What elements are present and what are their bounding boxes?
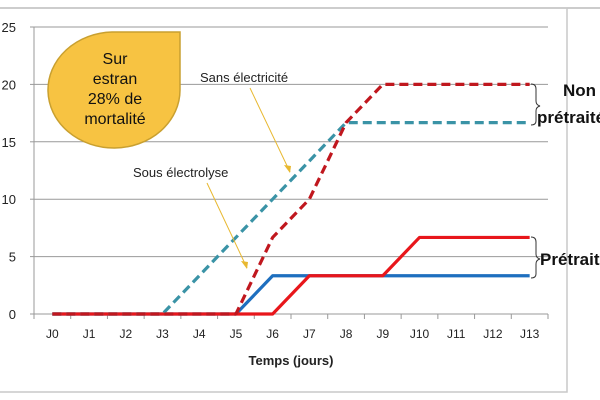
- callout-bubble-text: estran: [93, 71, 137, 88]
- brace-pretraite: [530, 236, 541, 279]
- annotations: Sur estran 28% de mortalité Sans électricité…: [47, 31, 600, 279]
- x-tick-label: J9: [376, 327, 389, 341]
- callout-bubble-text: 28% de: [88, 91, 142, 108]
- x-tick-label: J8: [340, 327, 353, 341]
- y-tick-label: 25: [2, 20, 16, 35]
- x-tick-label: J6: [266, 327, 279, 341]
- x-axis-label: Temps (jours): [249, 353, 334, 368]
- y-tick-label: 0: [9, 307, 16, 322]
- series-line-0: [52, 121, 530, 316]
- y-tick-label: 5: [9, 250, 16, 265]
- x-tick-label: J13: [520, 327, 540, 341]
- x-tick-label: J4: [193, 327, 206, 341]
- series-line-1: [52, 82, 530, 316]
- brace-non-pretraite: [530, 83, 541, 126]
- callout-bubble-text: Sur: [103, 51, 129, 68]
- x-tick-label: J3: [156, 327, 169, 341]
- x-tick-label: J2: [119, 327, 132, 341]
- x-tick-label: J0: [46, 327, 59, 341]
- callout-bubble: [47, 31, 181, 149]
- callout-bubble-text: mortalité: [84, 111, 145, 128]
- axes: 0 5 10 15 20 25 J0 J1 J2 J3 J4 J5 J6 J7 J8 J9 J10 J11 J12 J…: [2, 20, 549, 341]
- annotation-sans-electricite: Sans électricité: [200, 70, 288, 85]
- series-lines: [52, 82, 530, 316]
- annotation-arrow: [206, 182, 248, 269]
- x-tick-label: J10: [410, 327, 430, 341]
- series-line-3: [52, 235, 530, 316]
- group-label-non-pretraite: prétraité: [537, 108, 600, 127]
- y-tick-label: 20: [2, 77, 16, 92]
- x-tick-label: J1: [83, 327, 96, 341]
- annotation-arrow: [249, 87, 291, 173]
- y-tick-label: 15: [2, 135, 16, 150]
- x-tick-label: J11: [447, 327, 466, 341]
- group-label-pretraite: Prétraité: [540, 250, 600, 269]
- x-tick-label: J7: [303, 327, 316, 341]
- annotation-sous-electrolyse: Sous électrolyse: [133, 165, 228, 180]
- group-label-non-pretraite: Non: [563, 81, 596, 100]
- arrowhead-icon: [284, 165, 291, 173]
- x-tick-label: J12: [483, 327, 503, 341]
- chart-frame: [0, 7, 568, 393]
- y-tick-label: 10: [2, 192, 16, 207]
- arrowhead-icon: [241, 261, 248, 269]
- x-tick-label: J5: [230, 327, 243, 341]
